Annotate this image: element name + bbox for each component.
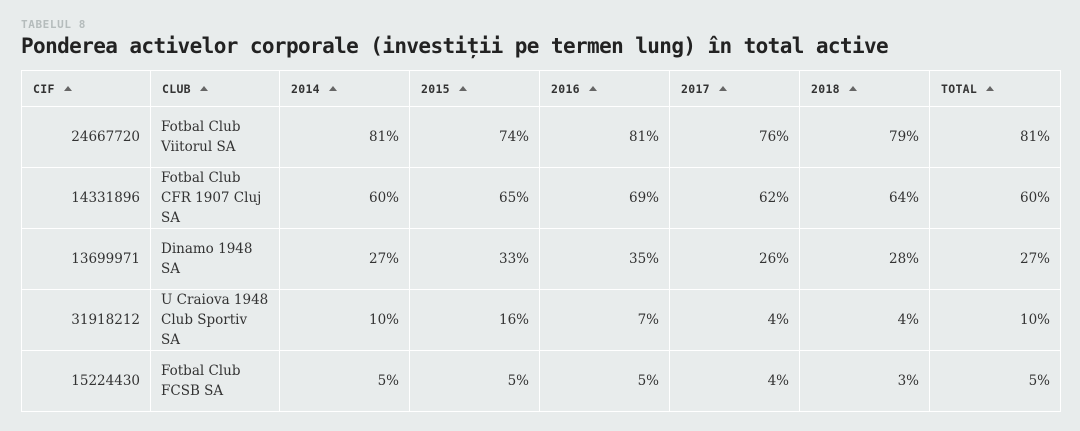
cell-2016: 7% — [539, 289, 670, 351]
table-title: Ponderea activelor corporale (investiții… — [21, 34, 889, 58]
cell-2017: 62% — [669, 167, 800, 229]
cell-2015: 74% — [409, 106, 540, 168]
cell-2016: 69% — [539, 167, 670, 229]
cell-2016: 35% — [539, 228, 670, 290]
cell-2018: 4% — [799, 289, 930, 351]
table-row: 15224430 Fotbal Club FCSB SA 5% 5% 5% 4%… — [21, 350, 1061, 412]
cell-2015: 16% — [409, 289, 540, 351]
column-header-2014[interactable]: 2014 — [279, 70, 410, 107]
cell-club: Fotbal Club Viitorul SA — [150, 106, 280, 168]
data-table: CIF CLUB 2014 2015 2016 2017 2018 TOTAL … — [21, 70, 1061, 412]
cell-2018: 28% — [799, 228, 930, 290]
sort-ascending-icon — [986, 85, 995, 91]
cell-2014: 5% — [279, 350, 410, 412]
cell-2014: 27% — [279, 228, 410, 290]
cell-2017: 4% — [669, 289, 800, 351]
sort-ascending-icon — [718, 85, 727, 91]
column-header-2017[interactable]: 2017 — [669, 70, 800, 107]
header-row: CIF CLUB 2014 2015 2016 2017 2018 TOTAL — [21, 70, 1061, 107]
cell-total: 10% — [929, 289, 1061, 351]
cell-club: Dinamo 1948 SA — [150, 228, 280, 290]
sort-ascending-icon — [848, 85, 857, 91]
column-header-2016[interactable]: 2016 — [539, 70, 670, 107]
sort-ascending-icon — [199, 85, 208, 91]
column-header-label: 2014 — [291, 81, 320, 96]
column-header-2018[interactable]: 2018 — [799, 70, 930, 107]
cell-club: Fotbal Club CFR 1907 Cluj SA — [150, 167, 280, 229]
table-number-label: TABELUL 8 — [21, 18, 87, 31]
cell-total: 60% — [929, 167, 1061, 229]
cell-cif: 14331896 — [21, 167, 151, 229]
cell-cif: 24667720 — [21, 106, 151, 168]
cell-2014: 60% — [279, 167, 410, 229]
cell-club: U Craiova 1948 Club Sportiv SA — [150, 289, 280, 351]
cell-cif: 13699971 — [21, 228, 151, 290]
sort-ascending-icon — [458, 85, 467, 91]
column-header-label: 2018 — [811, 81, 840, 96]
cell-total: 5% — [929, 350, 1061, 412]
cell-2015: 5% — [409, 350, 540, 412]
cell-2016: 5% — [539, 350, 670, 412]
table-row: 14331896 Fotbal Club CFR 1907 Cluj SA 60… — [21, 167, 1061, 229]
column-header-label: 2016 — [551, 81, 580, 96]
column-header-label: TOTAL — [941, 81, 978, 96]
table-row: 31918212 U Craiova 1948 Club Sportiv SA … — [21, 289, 1061, 351]
table-row: 24667720 Fotbal Club Viitorul SA 81% 74%… — [21, 106, 1061, 168]
cell-2016: 81% — [539, 106, 670, 168]
cell-2017: 26% — [669, 228, 800, 290]
column-header-label: CLUB — [162, 81, 191, 96]
cell-2018: 79% — [799, 106, 930, 168]
sort-ascending-icon — [328, 85, 337, 91]
column-header-club[interactable]: CLUB — [150, 70, 280, 107]
column-header-label: 2017 — [681, 81, 710, 96]
sort-ascending-icon — [588, 85, 597, 91]
cell-2017: 4% — [669, 350, 800, 412]
column-header-label: 2015 — [421, 81, 450, 96]
cell-2017: 76% — [669, 106, 800, 168]
column-header-cif[interactable]: CIF — [21, 70, 151, 107]
sort-ascending-icon — [63, 85, 72, 91]
column-header-total[interactable]: TOTAL — [929, 70, 1061, 107]
cell-2018: 64% — [799, 167, 930, 229]
cell-2014: 10% — [279, 289, 410, 351]
column-header-2015[interactable]: 2015 — [409, 70, 540, 107]
cell-cif: 15224430 — [21, 350, 151, 412]
cell-total: 27% — [929, 228, 1061, 290]
cell-club: Fotbal Club FCSB SA — [150, 350, 280, 412]
cell-cif: 31918212 — [21, 289, 151, 351]
cell-2015: 65% — [409, 167, 540, 229]
table-row: 13699971 Dinamo 1948 SA 27% 33% 35% 26% … — [21, 228, 1061, 290]
cell-2018: 3% — [799, 350, 930, 412]
cell-2015: 33% — [409, 228, 540, 290]
cell-total: 81% — [929, 106, 1061, 168]
cell-2014: 81% — [279, 106, 410, 168]
column-header-label: CIF — [33, 81, 55, 96]
